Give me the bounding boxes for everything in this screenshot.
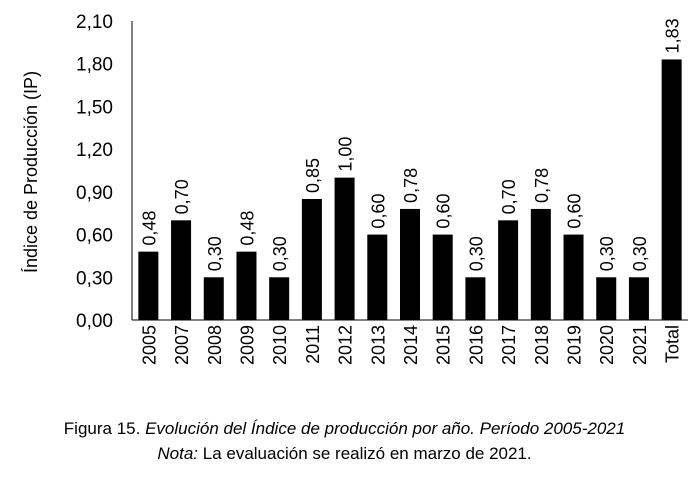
bar-2009 (236, 251, 257, 320)
data-label: 0,70 (172, 179, 192, 214)
figure-note: Nota: La evaluación se realizó en marzo … (0, 444, 689, 464)
bar-2012 (334, 177, 355, 320)
y-axis-title: Índice de Producción (IP) (21, 71, 41, 273)
y-tick-label: 0,30 (76, 268, 113, 289)
x-tick-label: 2018 (532, 325, 552, 365)
bar-2013 (367, 234, 388, 320)
bar-2008 (203, 277, 224, 320)
figure-caption: Figura 15. Evolución del Índice de produ… (0, 419, 689, 439)
data-label: 0,60 (368, 194, 388, 229)
x-tick-label: 2020 (597, 325, 617, 365)
x-tick-label: 2016 (466, 325, 486, 365)
x-tick-label: 2021 (630, 325, 650, 365)
bar-2021 (628, 277, 649, 320)
x-tick-label: 2013 (368, 325, 388, 365)
data-label: 0,78 (401, 168, 421, 203)
data-label: 0,78 (532, 168, 552, 203)
figure-label: Figura 15. (63, 419, 141, 438)
data-label: 0,48 (139, 211, 159, 246)
data-label: 1,00 (336, 137, 356, 172)
x-tick-label: 2015 (434, 325, 454, 365)
x-tick-label: 2008 (205, 325, 225, 365)
x-tick-label: 2005 (139, 325, 159, 365)
bar-2018 (530, 208, 551, 320)
x-tick-label: Total (663, 325, 683, 363)
data-label: 0,60 (434, 194, 454, 229)
data-label: 0,85 (303, 158, 323, 193)
figure-title: Evolución del Índice de producción por a… (145, 419, 626, 438)
bar-2017 (498, 220, 519, 320)
y-tick-label: 0,90 (76, 183, 113, 204)
data-label: 0,30 (466, 236, 486, 271)
data-label: 0,30 (270, 236, 290, 271)
x-tick-label: 2014 (401, 325, 421, 365)
bar-2007 (171, 220, 192, 320)
y-tick-label: 0,00 (76, 311, 113, 332)
data-label: 0,60 (565, 194, 585, 229)
bar-Total (661, 59, 682, 320)
bar-2005 (138, 251, 159, 320)
data-label: 0,30 (597, 236, 617, 271)
x-tick-label: 2009 (237, 325, 257, 365)
y-tick-label: 1,80 (76, 55, 113, 76)
bar-2011 (301, 198, 322, 320)
data-label: 0,48 (237, 211, 257, 246)
data-label: 0,70 (499, 179, 519, 214)
x-tick-label: 2017 (499, 325, 519, 365)
bar-2020 (596, 277, 617, 320)
bar-2019 (563, 234, 584, 320)
bar-2014 (400, 208, 420, 320)
bar-2015 (432, 234, 453, 320)
x-tick-label: 2011 (303, 325, 323, 364)
data-label: 1,83 (663, 18, 683, 53)
x-tick-label: 2019 (565, 325, 585, 365)
y-tick-label: 2,10 (76, 12, 113, 33)
data-label: 0,30 (205, 236, 225, 271)
y-tick-label: 1,20 (76, 140, 113, 161)
note-text: La evaluación se realizó en marzo de 202… (202, 444, 532, 463)
y-tick-label: 1,50 (76, 97, 113, 118)
data-label: 0,30 (630, 236, 650, 271)
x-tick-label: 2010 (270, 325, 290, 365)
x-tick-label: 2007 (172, 325, 192, 365)
bar-2016 (465, 277, 486, 320)
bar-2010 (269, 277, 290, 320)
y-tick-label: 0,60 (76, 226, 113, 247)
bar-chart: 0,00 0,30 0,60 0,90 1,20 1,50 1,80 2,10 Índice d… (21, 12, 688, 365)
x-tick-label: 2012 (336, 325, 356, 365)
note-label: Nota: (157, 444, 198, 463)
